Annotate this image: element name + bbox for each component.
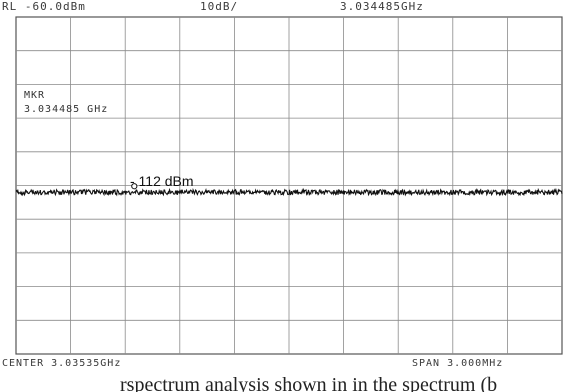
- marker-frequency-header: 3.034485GHz: [340, 0, 424, 13]
- center-frequency-label: CENTER 3.03535GHz: [2, 358, 122, 369]
- spectrum-trace: [15, 187, 563, 197]
- marker-box-value: 3.034485 GHz: [24, 104, 108, 115]
- marker-indicator: [131, 183, 138, 190]
- caption-text: rspectrum analysis shown in in the spect…: [120, 374, 498, 392]
- marker-dot: [131, 183, 138, 190]
- plot-grid: [15, 16, 563, 355]
- trace-line: [15, 187, 563, 197]
- cut-off-caption: rspectrum analysis shown in in the spect…: [0, 370, 573, 392]
- scale-label: 10dB/: [200, 0, 239, 13]
- ref-level-label: RL -60.0dBm: [2, 0, 86, 13]
- span-label: SPAN 3.000MHz: [412, 358, 504, 369]
- marker-box-label: MKR: [24, 90, 45, 101]
- peak-annotation: - 112 dBm: [130, 173, 194, 189]
